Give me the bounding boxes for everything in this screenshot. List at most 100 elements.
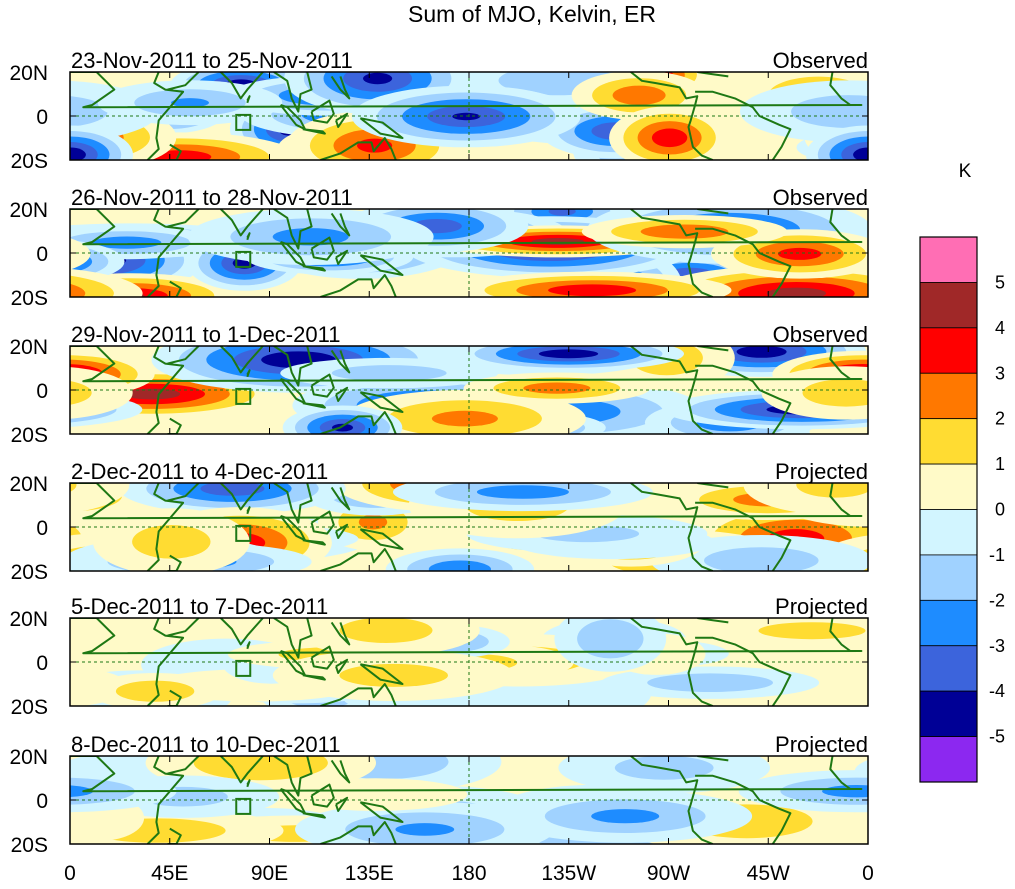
coastline: [146, 756, 185, 844]
anomaly-contour: [331, 365, 447, 382]
panel-date-range: 2-Dec-2011 to 4-Dec-2011: [71, 459, 328, 484]
coastline: [359, 391, 404, 413]
panel-date-range: 29-Nov-2011 to 1-Dec-2011: [71, 322, 340, 347]
anomaly-contour: [704, 547, 819, 571]
coastline: [167, 209, 200, 228]
x-axis: 0 45E 90E 135E 180 135W 90W 45W 0: [64, 862, 874, 885]
coastline: [330, 759, 351, 784]
panels: 20N 0 20S 23-Nov-2011 to 25-Nov-2011 Observe…: [0, 48, 869, 857]
coastline: [70, 756, 863, 793]
coastline: [310, 510, 335, 535]
colorbar-segment: [919, 372, 978, 420]
y-tick-label: 0: [36, 243, 48, 266]
coastline: [146, 72, 185, 160]
coastline: [219, 346, 264, 374]
anomaly-contour: [70, 147, 86, 160]
anomaly-contour: [339, 663, 449, 687]
index-box: [235, 797, 252, 815]
index-box: [235, 387, 252, 405]
coastline: [146, 618, 185, 706]
colorbar-segment: [919, 645, 978, 692]
colorbar-label: 4: [995, 318, 1005, 338]
coastline: [279, 650, 306, 677]
coastline: [167, 554, 182, 571]
anomaly-contour: [0, 401, 65, 418]
coastline: [330, 621, 351, 646]
coastline: [279, 241, 306, 268]
colorbar-segment: [919, 690, 978, 737]
anomaly-contour: [523, 382, 591, 394]
coastline: [695, 90, 792, 160]
coastline: [219, 483, 264, 511]
coastline: [302, 265, 326, 272]
y-tick-label: 0: [36, 106, 48, 129]
anomaly-contour: [0, 235, 68, 272]
anomaly-field: [0, 209, 868, 297]
colorbar: 5 4 3 2 1 0 -1 -2 -3 -4 -5: [919, 236, 1005, 783]
anomaly-contour: [778, 247, 822, 260]
coastline: [167, 72, 200, 91]
coastline: [335, 249, 349, 265]
y-tick-label: 20S: [11, 424, 48, 447]
coastline: [320, 274, 397, 297]
coastline: [310, 373, 335, 398]
panel-status: Observed: [773, 48, 868, 73]
anomaly-contour: [822, 785, 868, 798]
coastline: [310, 645, 335, 670]
anomaly-contour: [647, 673, 773, 692]
panel-3: 20N 0 20S 29-Nov-2011 to 1-Dec-2011 Observed: [0, 322, 869, 447]
coastline: [279, 104, 306, 131]
panel-1: 20N 0 20S 23-Nov-2011 to 25-Nov-2011 Observe…: [2, 48, 869, 173]
coastline: [70, 618, 863, 655]
coastline: [146, 346, 185, 434]
anomaly-contour: [0, 248, 23, 260]
colorbar-segment: [919, 327, 978, 374]
colorbar-segment: [919, 236, 978, 283]
anomaly-field: [2, 72, 868, 160]
coastline: [273, 346, 313, 387]
coastlines: [70, 618, 863, 706]
panel-status: Projected: [775, 594, 868, 619]
anomaly-contour: [115, 680, 195, 702]
anomaly-contour: [132, 525, 211, 559]
colorbar-segment: [919, 509, 978, 556]
anomaly-contour: [123, 388, 181, 400]
colorbar-segment: [919, 599, 978, 647]
y-tick-label: 20S: [11, 561, 48, 584]
colorbar-label: -3: [989, 636, 1005, 656]
coastline: [273, 72, 313, 113]
x-tick-label: 90E: [251, 862, 288, 885]
coastline: [219, 618, 264, 646]
coastlines: [70, 209, 863, 297]
coastline: [320, 821, 397, 844]
colorbar-label: 1: [995, 454, 1005, 474]
coastline: [335, 523, 349, 539]
coastline: [279, 515, 306, 542]
y-tick-label: 20N: [9, 608, 48, 631]
coastline: [146, 483, 185, 571]
colorbar-label: 3: [995, 363, 1005, 383]
colorbar-label: -5: [989, 727, 1005, 747]
anomaly-contour: [2, 89, 39, 103]
anomaly-contour: [758, 622, 866, 640]
coastline: [330, 75, 351, 100]
coastline: [167, 280, 182, 297]
x-tick-label: 135E: [345, 862, 394, 885]
anomaly-contour: [591, 809, 660, 824]
y-tick-label: 20S: [11, 287, 48, 310]
x-tick-label: 180: [451, 862, 486, 885]
panel-status: Projected: [775, 732, 868, 757]
y-tick-label: 20N: [9, 336, 48, 359]
coastline: [335, 658, 349, 674]
colorbar-label: -2: [989, 590, 1005, 610]
coastline: [695, 227, 792, 297]
coastline: [630, 618, 714, 706]
anomaly-contour: [363, 72, 393, 85]
coastline: [219, 756, 264, 784]
anomaly-contour: [70, 238, 91, 270]
colorbar-segment: [919, 418, 978, 465]
coastline: [302, 539, 326, 546]
y-tick-label: 0: [36, 790, 48, 813]
anomaly-contour: [0, 529, 26, 548]
coastline: [246, 369, 251, 378]
